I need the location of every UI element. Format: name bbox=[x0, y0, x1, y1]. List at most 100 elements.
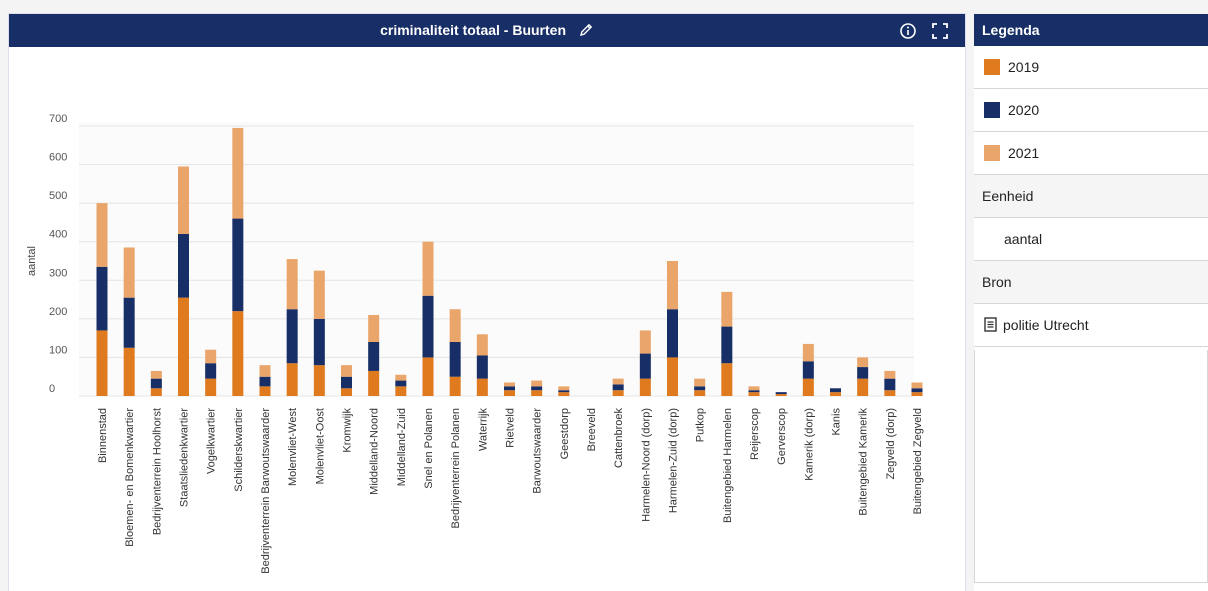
y-axis-label: aantal bbox=[26, 246, 38, 276]
info-icon[interactable] bbox=[899, 22, 917, 40]
x-tick-label: Harmelen-Zuid (dorp) bbox=[668, 408, 680, 513]
bar-2019 bbox=[123, 347, 135, 396]
x-tick-label: Rietveld bbox=[505, 408, 517, 448]
bar-2021 bbox=[531, 380, 543, 387]
bar-2019 bbox=[341, 388, 352, 396]
bar-2021 bbox=[857, 357, 869, 368]
x-tick-label: Bedrijventerrein Barwoutswaarder bbox=[260, 408, 272, 574]
bar-2019 bbox=[422, 357, 434, 396]
x-tick-label: Kanis bbox=[831, 408, 843, 436]
bar-2020 bbox=[96, 266, 108, 331]
bar-2021 bbox=[341, 365, 352, 377]
legend-label: 2020 bbox=[1008, 102, 1040, 118]
bar-2020 bbox=[286, 309, 298, 364]
source-section-title: Bron bbox=[974, 261, 1208, 304]
legend-label: 2021 bbox=[1008, 145, 1040, 161]
bar-2021 bbox=[802, 343, 814, 362]
x-tick-label: Cattenbroek bbox=[613, 408, 625, 468]
legend-item-2021[interactable]: 2021 bbox=[974, 132, 1208, 175]
x-tick-label: Buitengebied Harmelen bbox=[722, 408, 734, 523]
bar-2021 bbox=[639, 330, 651, 354]
bar-2019 bbox=[694, 390, 706, 396]
bar-2019 bbox=[911, 392, 923, 396]
x-tick-label: Buitengebied Zegveld bbox=[912, 408, 924, 514]
unit-value: aantal bbox=[974, 218, 1208, 261]
pencil-icon[interactable] bbox=[578, 22, 594, 38]
bar-2020 bbox=[558, 390, 570, 393]
fullscreen-icon[interactable] bbox=[931, 22, 949, 40]
bar-2021 bbox=[150, 370, 162, 379]
x-tick-label: Geestdorp bbox=[559, 408, 571, 459]
bar-2020 bbox=[830, 388, 841, 393]
legend-item-2020[interactable]: 2020 bbox=[974, 89, 1208, 132]
x-tick-label: Gerverscop bbox=[776, 408, 788, 465]
bar-2019 bbox=[232, 311, 244, 396]
bar-2021 bbox=[694, 378, 706, 387]
bar-2021 bbox=[504, 382, 515, 387]
bar-2019 bbox=[476, 378, 488, 396]
chart-title: criminaliteit totaal - Buurten bbox=[380, 22, 567, 38]
x-tick-label: Buitengebied Kamerik bbox=[858, 408, 870, 516]
bar-2020 bbox=[694, 386, 706, 391]
x-tick-label: Bedrijventerrein Hoolhorst bbox=[151, 408, 163, 535]
bar-2021 bbox=[123, 247, 135, 298]
x-tick-label: Kamerik (dorp) bbox=[803, 408, 815, 481]
plot-area bbox=[79, 122, 914, 396]
bar-2021 bbox=[232, 127, 244, 219]
y-tick-label: 300 bbox=[49, 267, 67, 279]
bar-2020 bbox=[531, 386, 543, 391]
y-tick-label: 500 bbox=[49, 190, 67, 202]
legend-swatch-2020 bbox=[984, 102, 1000, 118]
bar-2020 bbox=[232, 218, 244, 312]
bar-2020 bbox=[775, 392, 787, 395]
bar-2021 bbox=[422, 241, 434, 296]
legend-panel: Legenda 2019 2020 2021 Eenheid aantal Br… bbox=[974, 14, 1208, 591]
bar-2020 bbox=[368, 342, 380, 371]
bar-2021 bbox=[884, 370, 896, 379]
bar-2019 bbox=[150, 388, 162, 396]
bar-2019 bbox=[721, 363, 733, 396]
x-tick-label: Schilderskwartier bbox=[233, 408, 245, 492]
bar-2020 bbox=[422, 295, 434, 358]
x-tick-label: Middelland-Noord bbox=[369, 408, 381, 495]
bar-2020 bbox=[313, 318, 325, 366]
bar-2019 bbox=[748, 392, 760, 396]
bar-2020 bbox=[802, 361, 814, 379]
x-tick-label: Molenvliet-Oost bbox=[314, 408, 326, 484]
x-tick-label: Harmelen-Noord (dorp) bbox=[640, 408, 652, 522]
y-tick-label: 100 bbox=[49, 344, 67, 356]
y-tick-label: 700 bbox=[49, 113, 67, 125]
x-tick-label: Vogelkwartier bbox=[206, 408, 218, 474]
bar-2021 bbox=[286, 259, 298, 310]
bar-2020 bbox=[449, 342, 461, 377]
bar-2021 bbox=[96, 203, 108, 267]
bar-2021 bbox=[313, 270, 325, 319]
legend-empty-area bbox=[974, 350, 1208, 583]
bar-chart: 0 100 200 300 400 500 600 700 aantal Binnenstad Bl… bbox=[26, 113, 924, 574]
x-tick-label: Snel en Polanen bbox=[423, 408, 435, 489]
bar-2020 bbox=[178, 234, 189, 298]
bar-2021 bbox=[449, 309, 461, 342]
legend-item-2019[interactable]: 2019 bbox=[974, 46, 1208, 89]
legend-swatch-2021 bbox=[984, 145, 1000, 161]
bar-2020 bbox=[612, 384, 624, 391]
bar-2019 bbox=[96, 330, 108, 396]
bar-2020 bbox=[476, 355, 488, 379]
x-tick-label: Breeveld bbox=[586, 408, 598, 451]
bar-2019 bbox=[531, 390, 543, 396]
bar-2021 bbox=[612, 378, 624, 385]
source-item[interactable]: politie Utrecht bbox=[974, 304, 1208, 347]
bar-2021 bbox=[368, 315, 380, 342]
x-tick-label: Barwoutswaarder bbox=[532, 408, 544, 494]
bar-2021 bbox=[259, 365, 271, 377]
bar-2020 bbox=[123, 297, 135, 348]
chart-panel: criminaliteit totaal - Buurten 0 100 200 30… bbox=[9, 14, 965, 591]
x-tick-label: Bedrijventerrein Polanen bbox=[450, 408, 462, 528]
bar-2019 bbox=[612, 390, 624, 396]
bar-2019 bbox=[205, 378, 217, 396]
legend-label: 2019 bbox=[1008, 59, 1040, 75]
x-tick-label: Bloemen- en Bomenkwartier bbox=[124, 408, 136, 547]
x-tick-label: Putkop bbox=[695, 408, 707, 442]
legend-title: Legenda bbox=[974, 14, 1208, 46]
bar-2019 bbox=[395, 386, 407, 396]
